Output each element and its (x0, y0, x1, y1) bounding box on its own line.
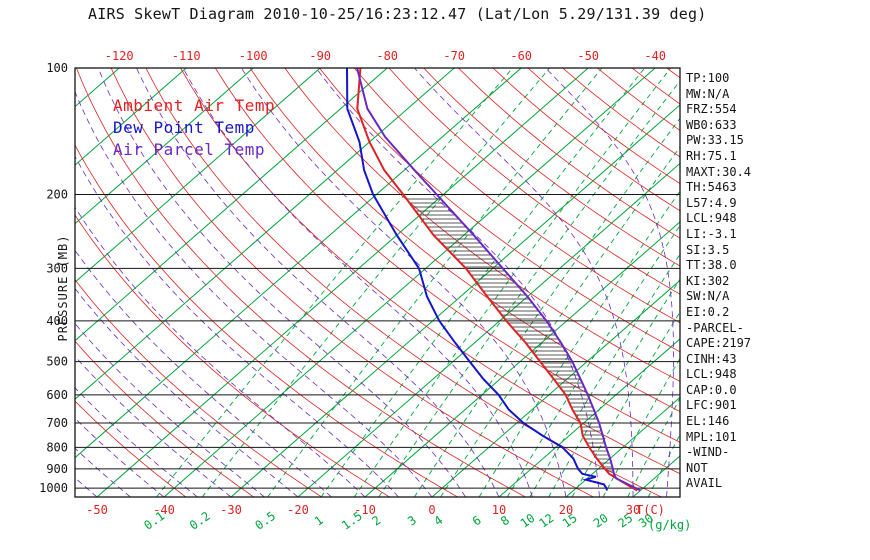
stat-line: AVAIL (686, 476, 723, 491)
mixing-ratio-label: 30 (636, 511, 656, 531)
stat-line: WB0:633 (686, 117, 737, 132)
stat-line: RH:75.1 (686, 148, 737, 163)
stat-line: LFC:901 (686, 398, 737, 413)
stat-line: SW:N/A (686, 289, 730, 304)
mixing-ratio-label: 15 (560, 511, 580, 531)
stat-line: L57:4.9 (686, 195, 737, 210)
top-temp-label: -90 (309, 49, 331, 63)
stats-panel: TP:100 MW:N/A FRZ:554 WB0:633 PW:33.15 RH:75.… (686, 71, 751, 492)
mixing-ratio-label: 20 (591, 511, 611, 531)
stat-line: MPL:101 (686, 429, 737, 444)
stat-line: NOT (686, 460, 708, 475)
pressure-tick-label: 1000 (39, 481, 68, 495)
pressure-tick-label: 300 (46, 261, 68, 275)
stat-line: CAP:0.0 (686, 382, 737, 397)
mixing-ratio-label: 0.2 (187, 509, 213, 533)
air-parcel-temp-curve (356, 68, 641, 492)
stat-line: LCL:948 (686, 211, 737, 226)
bottom-temp-label: 30 (626, 503, 640, 517)
legend-dew-point-temp: Dew Point Temp (113, 118, 255, 137)
bottom-temp-label: -50 (86, 503, 108, 517)
mixing-ratio-label: 12 (536, 511, 556, 531)
pressure-tick-label: 800 (46, 440, 68, 454)
temp-unit-label: T(C) (636, 503, 665, 517)
bottom-temp-label: 20 (559, 503, 573, 517)
stat-line: TP:100 (686, 71, 730, 85)
legend-air-parcel-temp: Air Parcel Temp (113, 140, 265, 159)
pressure-tick-label: 500 (46, 355, 68, 369)
dew-point-temp-curve (346, 68, 608, 491)
stat-line: MAXT:30.4 (686, 164, 752, 179)
stat-line: EI:0.2 (686, 304, 730, 319)
stat-line: KI:302 (686, 273, 730, 288)
stat-line: -PARCEL- (686, 320, 744, 335)
stat-line: MW:N/A (686, 86, 730, 101)
pressure-axis-label: PRESSURE (MB) (56, 234, 70, 342)
stat-line: LCL:948 (686, 367, 737, 382)
top-temp-label: -110 (172, 49, 201, 63)
stat-line: TT:38.0 (686, 258, 737, 273)
pressure-tick-label: 600 (46, 388, 68, 402)
pressure-tick-label: 100 (46, 61, 68, 75)
stat-line: CINH:43 (686, 351, 737, 366)
bottom-temp-label: -10 (354, 503, 376, 517)
stat-line: EL:146 (686, 414, 730, 429)
bottom-temp-label: -20 (287, 503, 309, 517)
stat-line: FRZ:554 (686, 102, 737, 117)
mixing-ratio-label: 4 (431, 513, 445, 529)
mixing-ratio-label: 8 (498, 513, 512, 529)
mixing-ratio-label: 10 (518, 511, 538, 531)
top-temp-label: -40 (644, 49, 666, 63)
pressure-tick-label: 200 (46, 187, 68, 201)
stat-line: PW:33.15 (686, 133, 744, 148)
mixing-ratio-lines (156, 68, 680, 497)
pressure-tick-label: 900 (46, 462, 68, 476)
ambient-air-temp-curve (356, 68, 638, 492)
plot-border (74, 67, 681, 498)
top-temp-label: -60 (510, 49, 532, 63)
pressure-tick-label: 400 (46, 314, 68, 328)
top-temp-label: -120 (105, 49, 134, 63)
stat-line: CAPE:2197 (686, 336, 752, 351)
mixing-ratio-label: 0.5 (252, 509, 278, 533)
moist-adiabat-lines (75, 68, 674, 497)
cape-hatch (406, 198, 615, 476)
top-temp-label: -50 (577, 49, 599, 63)
mixing-unit-label: (g/kg) (648, 518, 692, 532)
stat-line: LI:-3.1 (686, 226, 737, 241)
top-temp-label: -80 (376, 49, 398, 63)
stat-line: SI:3.5 (686, 242, 730, 257)
bottom-temp-label: 10 (492, 503, 506, 517)
mixing-ratio-label: 25 (615, 511, 635, 531)
mixing-ratio-label: 2 (369, 513, 383, 529)
top-temp-label: -100 (239, 49, 268, 63)
plot-line-families (75, 68, 680, 497)
legend-ambient-air-temp: Ambient Air Temp (113, 96, 276, 115)
bottom-temp-label: 0 (428, 503, 435, 517)
stat-line: TH:5463 (686, 180, 737, 195)
bottom-temp-label: -30 (220, 503, 242, 517)
pressure-tick-label: 700 (46, 416, 68, 430)
bottom-temp-label: -40 (153, 503, 175, 517)
mixing-ratio-label: 3 (405, 513, 419, 529)
chart-title: AIRS SkewT Diagram 2010-10-25/16:23:12.4… (88, 5, 707, 23)
mixing-ratio-label: 1 (312, 513, 326, 529)
mixing-ratio-label: 6 (470, 513, 484, 529)
profile-overlay (346, 68, 641, 492)
top-temp-label: -70 (443, 49, 465, 63)
stat-line: -WIND- (686, 445, 730, 460)
